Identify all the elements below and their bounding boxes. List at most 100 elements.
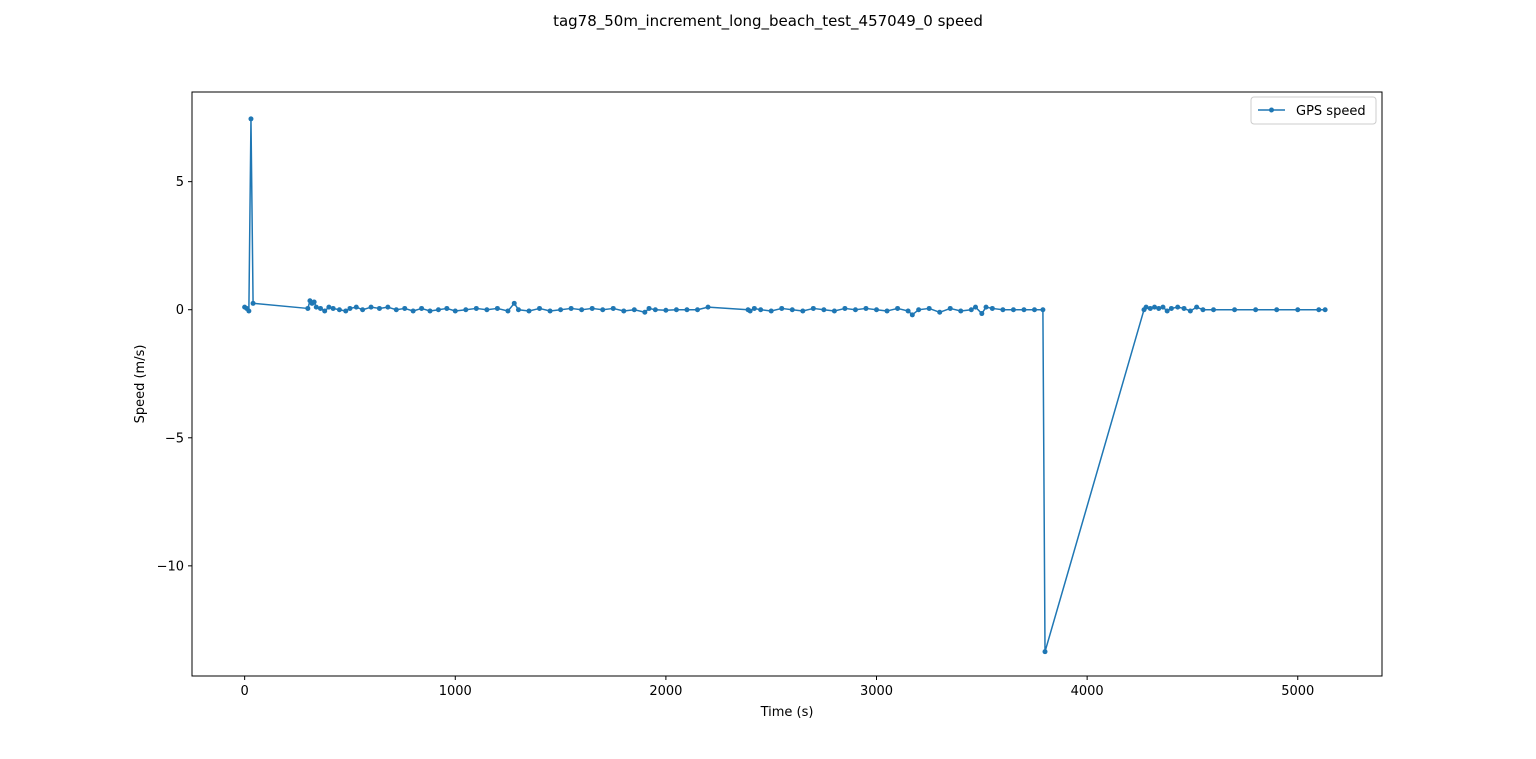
- data-point: [1040, 307, 1046, 313]
- data-point: [1181, 305, 1187, 311]
- data-point: [343, 308, 349, 314]
- data-point: [248, 116, 254, 122]
- x-tick-label: 2000: [649, 684, 682, 699]
- data-point: [958, 308, 964, 314]
- data-point: [1152, 304, 1158, 310]
- x-axis: 0 1000 2000 3000 4000 5000: [241, 676, 1314, 699]
- data-point: [947, 305, 953, 311]
- data-point: [547, 308, 553, 314]
- data-point: [317, 305, 323, 311]
- data-point: [983, 304, 989, 310]
- data-point: [789, 307, 795, 313]
- data-point: [1010, 307, 1016, 313]
- data-point: [330, 305, 336, 311]
- plot-area: [191, 91, 1383, 677]
- data-point: [1211, 307, 1216, 313]
- data-point: [376, 305, 382, 311]
- data-point: [663, 307, 669, 313]
- data-point: [393, 307, 399, 313]
- data-point: [515, 307, 521, 313]
- data-point: [642, 309, 648, 315]
- legend-marker-swatch: [1269, 107, 1274, 113]
- data-point: [694, 307, 700, 313]
- data-point: [751, 305, 757, 311]
- y-tick-label: −10: [157, 559, 184, 574]
- data-point: [568, 305, 574, 311]
- data-point: [821, 307, 827, 313]
- data-point: [600, 307, 606, 313]
- data-point: [313, 304, 319, 310]
- y-axis: 5 0 −5 −10: [157, 175, 192, 574]
- data-point: [1253, 307, 1259, 313]
- data-point: [1147, 305, 1153, 311]
- data-point: [537, 305, 543, 311]
- data-point: [909, 312, 915, 318]
- data-point: [402, 305, 408, 311]
- y-tick-label: −5: [165, 431, 184, 446]
- data-point: [419, 305, 425, 311]
- data-point: [631, 307, 637, 313]
- y-tick-label: 0: [176, 303, 184, 318]
- data-point: [1295, 307, 1301, 313]
- y-axis-label: Speed (m/s): [133, 345, 148, 424]
- data-point: [852, 307, 858, 313]
- data-point: [916, 307, 922, 313]
- x-tick-label: 4000: [1071, 684, 1104, 699]
- data-point: [463, 307, 469, 313]
- data-point: [810, 305, 816, 311]
- data-point: [336, 307, 342, 313]
- data-point: [410, 308, 416, 314]
- data-point: [305, 305, 311, 311]
- legend: GPS speed: [1250, 96, 1377, 125]
- data-point: [1274, 307, 1280, 313]
- data-point: [1164, 308, 1170, 314]
- data-point: [1143, 304, 1149, 310]
- data-point: [673, 307, 679, 313]
- x-tick-label: 0: [241, 684, 249, 699]
- data-point: [968, 307, 974, 313]
- data-point: [842, 305, 848, 311]
- data-point: [973, 304, 978, 310]
- data-point: [863, 305, 869, 311]
- data-point: [1042, 649, 1048, 655]
- legend-label: GPS speed: [1296, 104, 1366, 119]
- plot-frame: [191, 91, 1383, 677]
- data-point: [526, 308, 532, 314]
- data-point: [979, 311, 985, 317]
- data-point: [250, 300, 256, 306]
- data-point: [884, 308, 890, 314]
- data-point: [427, 308, 433, 314]
- data-point: [831, 308, 837, 314]
- data-point: [311, 299, 317, 305]
- data-point: [1200, 307, 1206, 313]
- y-tick-label: 5: [176, 175, 184, 190]
- data-point: [1187, 308, 1193, 314]
- data-point: [558, 307, 564, 313]
- data-point: [1000, 307, 1006, 313]
- data-point: [511, 300, 517, 306]
- data-point: [1031, 307, 1037, 313]
- series-layer: [242, 116, 1328, 655]
- data-point: [1021, 307, 1027, 313]
- data-point: [385, 304, 391, 310]
- data-point: [652, 307, 658, 313]
- data-point: [353, 304, 359, 310]
- data-point: [684, 307, 690, 313]
- data-point: [874, 307, 880, 313]
- data-point: [800, 308, 806, 314]
- data-point: [621, 308, 627, 314]
- data-point: [758, 307, 764, 313]
- x-tick-label: 5000: [1281, 684, 1314, 699]
- data-point: [473, 305, 479, 311]
- data-point: [1156, 305, 1162, 311]
- chart-title: tag78_50m_increment_long_beach_test_4570…: [553, 12, 983, 31]
- data-point: [444, 305, 450, 311]
- data-point: [435, 307, 441, 313]
- data-point: [1316, 307, 1322, 313]
- data-point: [646, 305, 652, 311]
- data-point: [505, 308, 511, 314]
- data-point: [484, 307, 490, 313]
- data-point: [1232, 307, 1238, 313]
